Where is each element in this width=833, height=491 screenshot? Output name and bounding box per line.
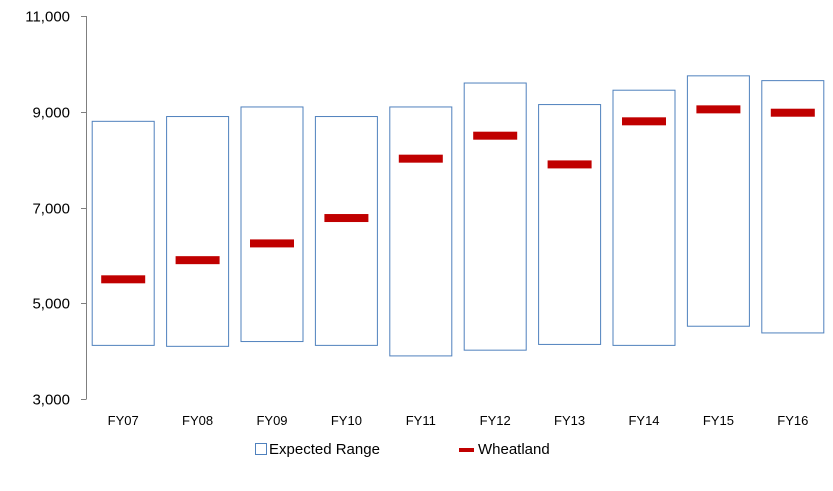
wheatland-marker-fy07: [101, 275, 146, 284]
x-axis-labels: FY07 FY08 FY09 FY10 FY11 FY12 FY13 FY14 FY15 FY16: [108, 413, 809, 428]
x-tick-label: FY15: [703, 413, 734, 428]
legend-wheatland-label: Wheatland: [478, 441, 550, 458]
wheatland-marker-fy10: [324, 214, 369, 223]
range-box-fy08: [166, 116, 230, 347]
wheatland-marker-fy09: [250, 239, 294, 248]
range-box-fy11: [389, 106, 453, 357]
wheatland-marker-fy12: [473, 131, 518, 140]
x-tick-label: FY08: [182, 413, 213, 428]
y-tick-label: 7,000: [32, 201, 70, 218]
legend-expected-range-swatch: [255, 443, 267, 455]
x-tick-label: FY07: [108, 413, 139, 428]
range-box-fy09: [240, 106, 304, 343]
legend-expected-range-label: Expected Range: [269, 441, 380, 458]
wheatland-marker-fy16: [770, 108, 815, 117]
x-tick-label: FY13: [554, 413, 585, 428]
wheatland-marker-fy14: [622, 117, 666, 126]
x-tick-label: FY11: [406, 413, 436, 428]
y-axis: 3,000 5,000 7,000 9,000 11,000: [25, 9, 87, 409]
x-tick-label: FY12: [480, 413, 511, 428]
x-tick-label: FY16: [777, 413, 808, 428]
x-tick-label: FY14: [628, 413, 659, 428]
wheatland-marker-fy11: [398, 154, 443, 163]
y-tick-label: 3,000: [32, 392, 70, 409]
range-box-fy14: [612, 89, 676, 346]
range-box-fy10: [314, 116, 378, 346]
legend-wheatland-swatch: [459, 448, 474, 452]
x-tick-label: FY10: [331, 413, 362, 428]
range-box-fy07: [91, 120, 155, 346]
range-box-fy13: [538, 104, 602, 345]
legend: Expected Range Wheatland: [255, 441, 550, 458]
wheatland-marker-fy15: [696, 105, 741, 114]
y-tick-label: 11,000: [25, 9, 70, 26]
range-box-fy12: [463, 82, 527, 351]
y-tick-label: 9,000: [32, 105, 70, 122]
wheatland-marker-fy08: [175, 256, 220, 265]
expected-range-boxes: [91, 75, 825, 357]
y-tick-label: 5,000: [32, 296, 70, 313]
range-box-fy16: [761, 80, 825, 334]
x-tick-label: FY09: [256, 413, 287, 428]
range-box-fy15: [686, 75, 750, 327]
wheatland-marker-fy13: [547, 160, 592, 169]
wheatland-markers: [101, 105, 815, 284]
